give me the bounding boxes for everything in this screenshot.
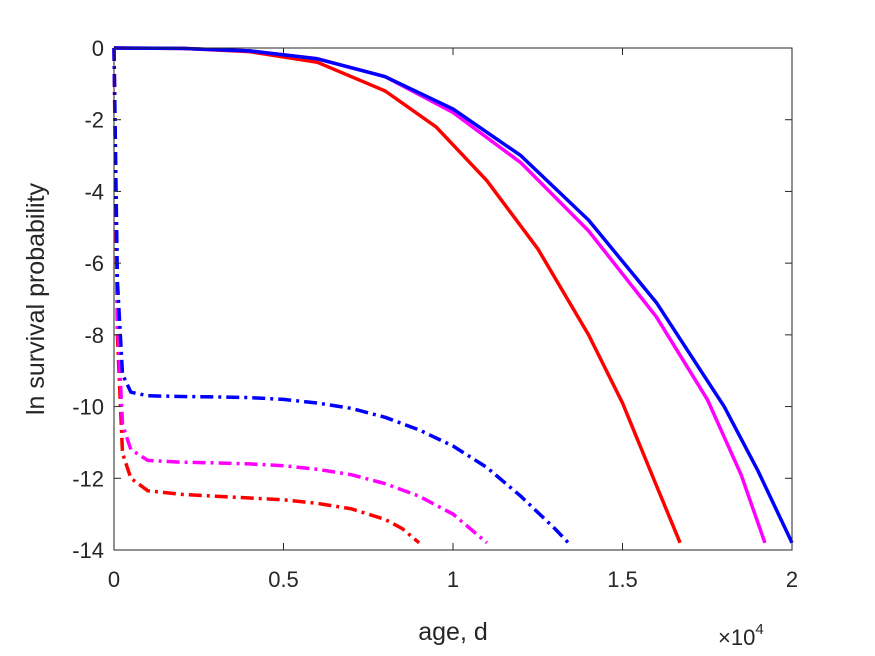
series-layer bbox=[112, 46, 794, 545]
y-tick-label: -12 bbox=[72, 466, 104, 491]
series-line-6 bbox=[112, 47, 570, 545]
y-ticks: 0 -2 -4 -6 -8 -10 -12 -14 bbox=[72, 36, 792, 563]
y-tick-label: -2 bbox=[84, 108, 104, 133]
x-tick-label: 0 bbox=[108, 567, 120, 592]
x-tick-label: 0.5 bbox=[268, 567, 299, 592]
series-line-5 bbox=[112, 47, 489, 545]
y-tick-label: -14 bbox=[72, 538, 104, 563]
x-tick-label: 1 bbox=[447, 567, 459, 592]
y-tick-label: -10 bbox=[72, 395, 104, 420]
y-tick-label: 0 bbox=[92, 36, 104, 61]
x-ticks: 0 0.5 1 1.5 2 bbox=[108, 48, 798, 592]
x-tick-label: 2 bbox=[786, 567, 798, 592]
series-line-3 bbox=[113, 46, 794, 544]
x-multiplier-exponent: 4 bbox=[755, 621, 763, 638]
y-tick-label: -6 bbox=[84, 251, 104, 276]
x-multiplier-base: ×10 bbox=[718, 625, 755, 650]
plot-area bbox=[114, 48, 792, 550]
series-line-4 bbox=[112, 47, 421, 545]
y-tick-label: -8 bbox=[84, 323, 104, 348]
x-axis-label: age, d bbox=[418, 618, 488, 646]
y-tick-label: -4 bbox=[84, 179, 104, 204]
y-axis-label: ln survival probability bbox=[22, 182, 50, 415]
x-multiplier: ×104 bbox=[718, 621, 764, 650]
x-tick-label: 1.5 bbox=[607, 567, 638, 592]
